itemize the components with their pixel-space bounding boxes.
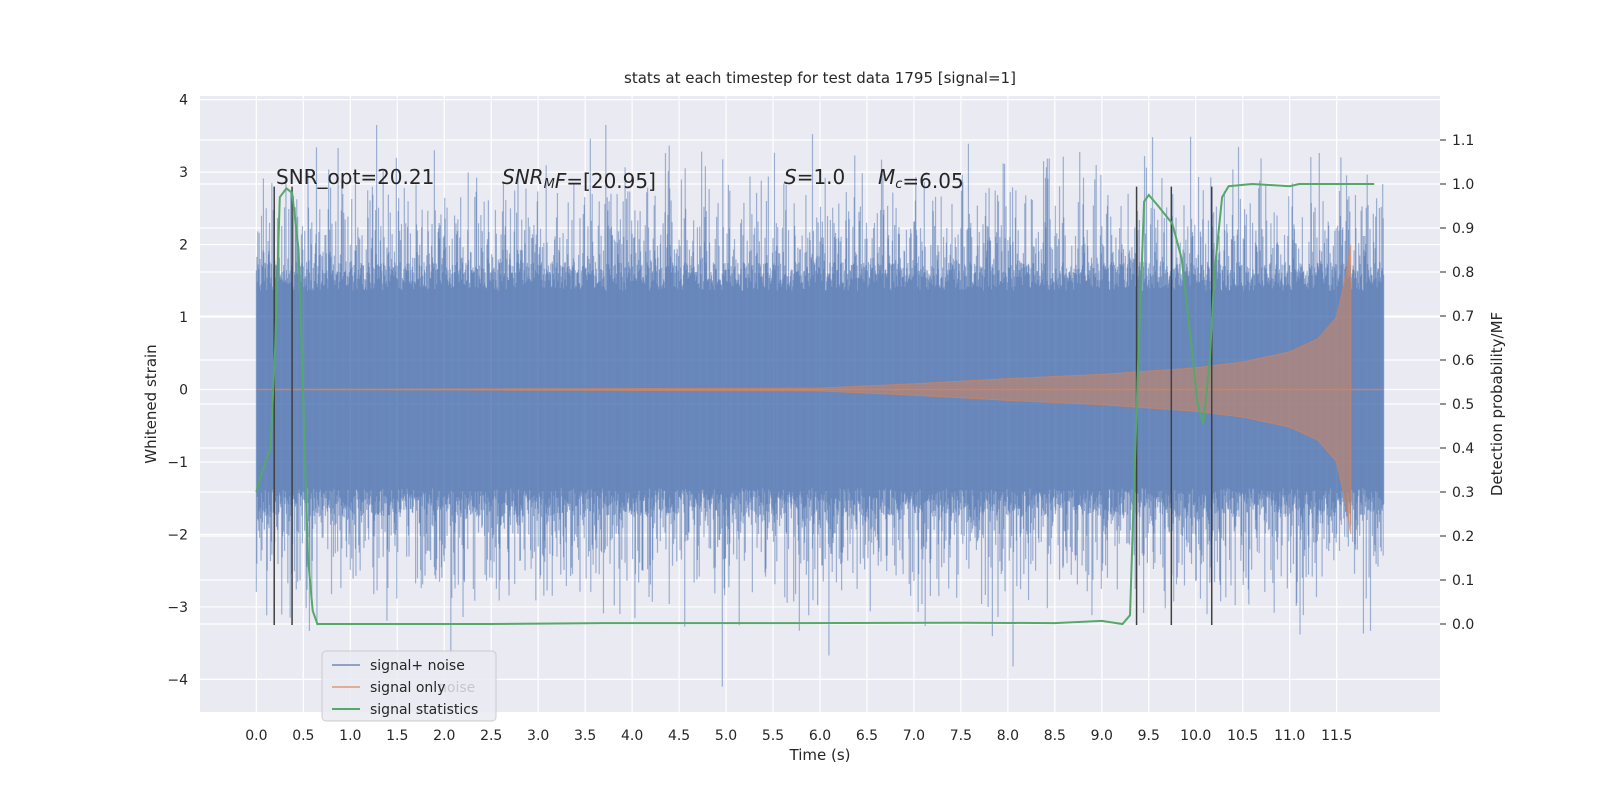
x-tick-label: 7.5 xyxy=(950,728,972,744)
stats-series-line xyxy=(255,182,1375,626)
annotations: SNR_opt=20.21 SNRMF=[20.95] S=1.0 Mc=6.05 xyxy=(276,165,964,193)
x-tick-label: 6.5 xyxy=(856,728,878,744)
x-axis-label: Time (s) xyxy=(789,746,851,764)
y-tick-label: 3 xyxy=(179,165,188,181)
y2-tick-label: 0.6 xyxy=(1452,353,1474,369)
chart-title: stats at each timestep for test data 179… xyxy=(624,69,1016,87)
x-tick-label: 3.0 xyxy=(527,728,549,744)
y-tick-label: 0 xyxy=(179,383,188,399)
annotation-part: =1.0 xyxy=(797,165,846,189)
annotation-part: c xyxy=(895,177,902,192)
y-tick-label: −1 xyxy=(167,455,188,471)
x-tick-label: 1.0 xyxy=(339,728,361,744)
x-tick-label: 8.0 xyxy=(997,728,1019,744)
annotation-part: S xyxy=(784,165,797,189)
annotation-text: Mc=6.05 xyxy=(878,165,964,193)
annotation-text: S=1.0 xyxy=(784,165,845,189)
x-tick-labels: 0.0 0.5 1.0 1.5 2.0 2.5 3.0 3.5 4.0 4.5 5.0 5.5 6.0 6… xyxy=(245,728,1352,744)
x-tick-label: 3.5 xyxy=(574,728,596,744)
x-tick-label: 9.5 xyxy=(1138,728,1160,744)
y-tick-label: −2 xyxy=(167,527,188,543)
annotation-text: SNRMF=[20.95] xyxy=(502,165,656,193)
x-tick-label: 8.5 xyxy=(1044,728,1066,744)
x-tick-label: 10.0 xyxy=(1180,728,1211,744)
x-tick-label: 11.5 xyxy=(1321,728,1352,744)
annotation-part: =[20.95] xyxy=(566,169,656,193)
annotation-part: F xyxy=(555,169,567,193)
y2-ticks: 0.0 0.1 0.2 0.3 0.4 0.5 0.6 0.7 0.8 0.9 1.0 1.1 xyxy=(1440,133,1474,633)
x-tick-label: 6.0 xyxy=(809,728,831,744)
annotation-part: SNR xyxy=(502,165,544,189)
y2-tick-label: 0.5 xyxy=(1452,397,1474,413)
x-tick-label: 1.5 xyxy=(386,728,408,744)
x-tick-label: 4.0 xyxy=(621,728,643,744)
legend-label: signal only xyxy=(370,680,445,696)
annotation-text: SNR_opt=20.21 xyxy=(276,165,434,189)
y2-tick-label: 1.0 xyxy=(1452,177,1474,193)
y-axis-label: Whitened strain xyxy=(142,344,160,463)
y2-tick-label: 0.0 xyxy=(1452,617,1474,633)
y-tick-label: 4 xyxy=(179,93,188,109)
x-tick-label: 9.0 xyxy=(1091,728,1113,744)
x-tick-label: 2.0 xyxy=(433,728,455,744)
y-tick-label: 1 xyxy=(179,310,188,326)
y-tick-label: 2 xyxy=(179,238,188,254)
x-tick-label: 0.0 xyxy=(245,728,267,744)
y2-tick-label: 0.2 xyxy=(1452,529,1474,545)
x-tick-label: 0.5 xyxy=(292,728,314,744)
legend-label: signal+ noise xyxy=(370,658,465,674)
y2-tick-label: 0.4 xyxy=(1452,441,1474,457)
x-tick-label: 7.0 xyxy=(903,728,925,744)
legend-ghost-text: noise xyxy=(438,680,475,696)
y2-tick-label: 0.3 xyxy=(1452,485,1474,501)
y2-tick-label: 0.1 xyxy=(1452,573,1474,589)
annotation-part: M xyxy=(544,177,555,192)
annotation-part: =6.05 xyxy=(902,169,963,193)
x-tick-label: 5.0 xyxy=(715,728,737,744)
annotation-part: SNR_opt=20.21 xyxy=(276,165,434,189)
legend: signal+ noise signal only signal statistic… xyxy=(321,650,497,722)
y2-tick-label: 0.9 xyxy=(1452,221,1474,237)
x-tick-label: 4.5 xyxy=(668,728,690,744)
y2-tick-label: 0.7 xyxy=(1452,309,1474,325)
y2-tick-label: 0.8 xyxy=(1452,265,1474,281)
x-tick-label: 10.5 xyxy=(1227,728,1258,744)
y-tick-label: −4 xyxy=(167,672,188,688)
x-tick-label: 11.0 xyxy=(1274,728,1305,744)
x-tick-label: 5.5 xyxy=(762,728,784,744)
y2-axis-label: Detection probability/MF xyxy=(1488,312,1506,496)
y-tick-label: −3 xyxy=(167,600,188,616)
y-tick-labels: −4 −3 −2 −1 0 1 2 3 4 xyxy=(167,93,188,689)
legend-label: signal statistics xyxy=(370,702,478,718)
annotation-part: M xyxy=(878,165,895,189)
y2-tick-label: 1.1 xyxy=(1452,133,1474,149)
legend-box xyxy=(321,650,497,722)
x-tick-label: 2.5 xyxy=(480,728,502,744)
